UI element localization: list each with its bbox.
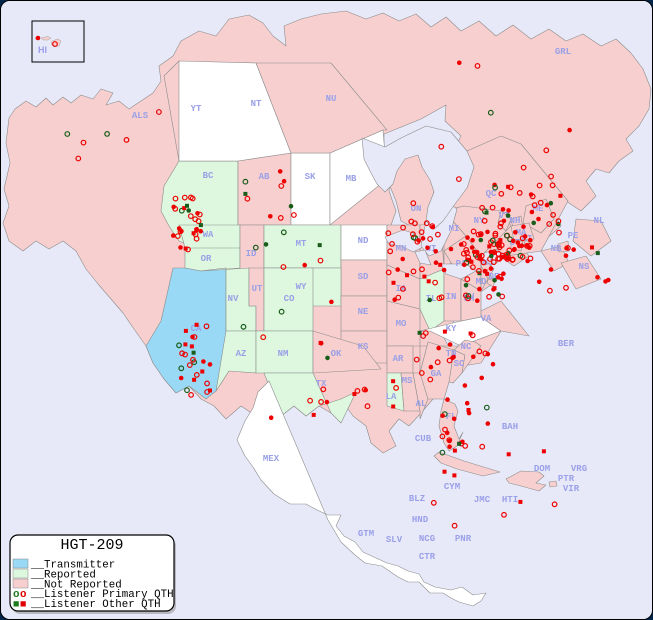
svg-text:MN: MN <box>396 244 407 254</box>
svg-text:PTR: PTR <box>558 474 575 484</box>
svg-text:NE: NE <box>358 307 369 317</box>
svg-text:HGT-209: HGT-209 <box>60 537 123 554</box>
svg-text:HTI: HTI <box>502 495 518 505</box>
svg-text:NT: NT <box>251 99 262 109</box>
svg-text:VA: VA <box>481 314 492 324</box>
svg-text:CO: CO <box>284 294 295 304</box>
svg-text:SLV: SLV <box>386 535 403 545</box>
svg-text:KS: KS <box>358 342 369 352</box>
svg-text:NL: NL <box>594 216 605 226</box>
svg-text:CYM: CYM <box>444 482 460 492</box>
svg-text:NH: NH <box>510 216 521 226</box>
svg-text:MO: MO <box>396 319 407 329</box>
svg-text:LA: LA <box>386 392 397 402</box>
svg-text:■: ■ <box>20 599 26 611</box>
svg-text:MS: MS <box>402 376 413 386</box>
svg-text:NY: NY <box>474 216 485 226</box>
svg-text:WA: WA <box>203 230 214 240</box>
svg-text:WY: WY <box>296 282 307 292</box>
svg-text:MB: MB <box>346 174 357 184</box>
svg-text:VRG: VRG <box>571 464 587 474</box>
svg-text:HND: HND <box>412 515 429 525</box>
svg-text:MI: MI <box>449 224 460 234</box>
svg-text:ME: ME <box>533 204 544 214</box>
svg-text:SC: SC <box>454 359 465 369</box>
svg-text:OR: OR <box>201 254 212 264</box>
svg-text:AL: AL <box>416 399 427 409</box>
svg-text:MD: MD <box>476 277 487 287</box>
svg-text:CTR: CTR <box>419 552 436 562</box>
svg-text:MEX: MEX <box>263 454 280 464</box>
svg-text:SK: SK <box>305 172 316 182</box>
svg-text:SD: SD <box>358 272 369 282</box>
svg-text:IN: IN <box>446 292 457 302</box>
svg-text:UT: UT <box>252 284 263 294</box>
svg-text:CUB: CUB <box>415 434 432 444</box>
svg-text:AZ: AZ <box>236 349 247 359</box>
svg-text:YT: YT <box>191 104 202 114</box>
svg-text:OK: OK <box>331 349 342 359</box>
svg-text:PNR: PNR <box>455 534 472 544</box>
svg-text:PE: PE <box>568 231 579 241</box>
svg-text:GTM: GTM <box>358 529 374 539</box>
svg-text:NS: NS <box>579 262 590 272</box>
svg-text:DOM: DOM <box>534 464 550 474</box>
svg-text:KY: KY <box>446 324 457 334</box>
svg-text:ND: ND <box>358 236 369 246</box>
svg-text:NU: NU <box>326 94 337 104</box>
svg-text:NV: NV <box>228 294 239 304</box>
svg-text:GRL: GRL <box>555 47 571 57</box>
svg-text:VIR: VIR <box>563 484 580 494</box>
svg-text:JMC: JMC <box>474 495 491 505</box>
svg-text:__Listener Other QTH: __Listener Other QTH <box>30 599 161 611</box>
svg-text:NB: NB <box>551 244 562 254</box>
svg-text:NC: NC <box>461 342 472 352</box>
svg-text:NM: NM <box>278 349 289 359</box>
svg-text:AB: AB <box>259 172 270 182</box>
svg-text:MT: MT <box>296 239 307 249</box>
svg-text:NCG: NCG <box>419 534 435 544</box>
svg-text:AR: AR <box>393 354 404 364</box>
svg-text:QC: QC <box>486 189 497 199</box>
svg-text:BC: BC <box>203 171 214 181</box>
svg-text:ALS: ALS <box>132 111 149 121</box>
svg-text:■: ■ <box>13 599 19 611</box>
svg-text:ID: ID <box>246 249 257 259</box>
svg-text:BER: BER <box>558 339 575 349</box>
svg-text:HI: HI <box>38 45 47 55</box>
svg-text:BAH: BAH <box>502 422 518 432</box>
svg-text:BLZ: BLZ <box>409 494 425 504</box>
